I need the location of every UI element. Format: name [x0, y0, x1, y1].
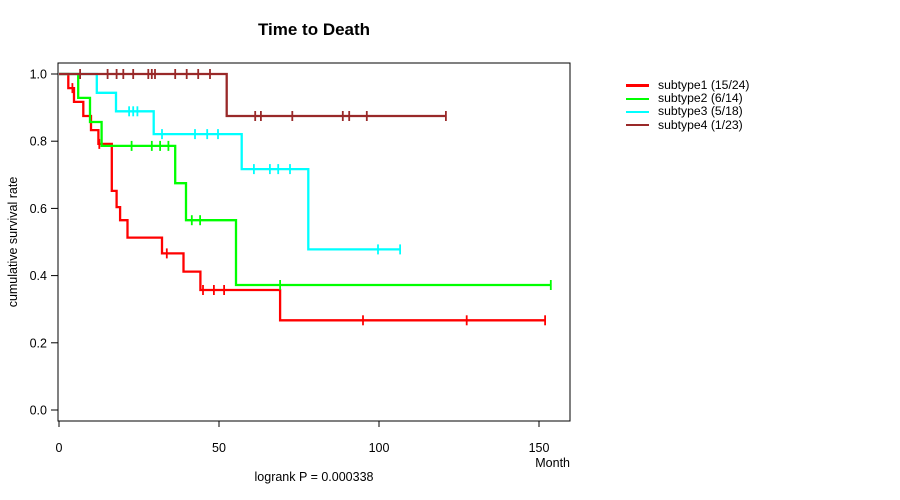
y-axis: 0.0 0.2 0.4 0.6 0.8 1.0 — [30, 68, 58, 418]
curve-subtype1 — [59, 72, 546, 326]
curve-subtype4 — [59, 69, 447, 121]
y-tick-label: 1.0 — [30, 68, 47, 82]
legend-item-subtype1: subtype1 (15/24) — [626, 78, 750, 92]
y-tick-label: 0.4 — [30, 269, 47, 283]
x-tick-label: 100 — [369, 441, 390, 455]
survival-curve-subtype3 — [59, 72, 401, 251]
x-axis: 0 50 100 150 — [56, 421, 550, 455]
y-tick-label: 0.8 — [30, 135, 47, 149]
x-tick-label: 150 — [529, 441, 550, 455]
legend-item-label: subtype3 (5/18) — [658, 104, 743, 119]
legend-swatch-subtype2 — [626, 97, 649, 100]
legend-item-label: subtype4 (1/23) — [658, 117, 743, 132]
legend-swatch-subtype3 — [626, 110, 649, 114]
x-axis-label: Month — [535, 456, 570, 470]
y-tick-label: 0.0 — [30, 404, 47, 418]
logrank-annotation: logrank P = 0.000338 — [254, 470, 374, 484]
curve-subtype3 — [59, 72, 402, 255]
legend-item-subtype2: subtype2 (6/14) — [626, 91, 749, 106]
legend-item-subtype4: subtype4 (1/23) — [626, 117, 749, 132]
legend-item-label: subtype2 (6/14) — [658, 91, 743, 106]
x-tick-label: 50 — [212, 441, 226, 455]
survival-curve-subtype4 — [59, 72, 446, 118]
plot-box — [57, 62, 571, 422]
y-tick-label: 0.6 — [30, 202, 47, 216]
legend-swatch-subtype1 — [626, 84, 649, 87]
legend-item-subtype3: subtype3 (5/18) — [626, 105, 749, 118]
y-tick-label: 0.2 — [30, 336, 47, 350]
x-tick-label: 0 — [56, 441, 63, 455]
legend-item-label: subtype1 (15/24) — [658, 78, 750, 92]
legend-swatch-subtype4 — [626, 123, 649, 127]
chart-title: Time to Death — [257, 20, 371, 39]
survival-curve-subtype2 — [59, 72, 551, 287]
curve-subtype2 — [59, 72, 552, 290]
survival-curve-subtype1 — [59, 72, 546, 322]
legend: subtype1 (15/24) subtype2 (6/14) subtype… — [626, 78, 750, 132]
